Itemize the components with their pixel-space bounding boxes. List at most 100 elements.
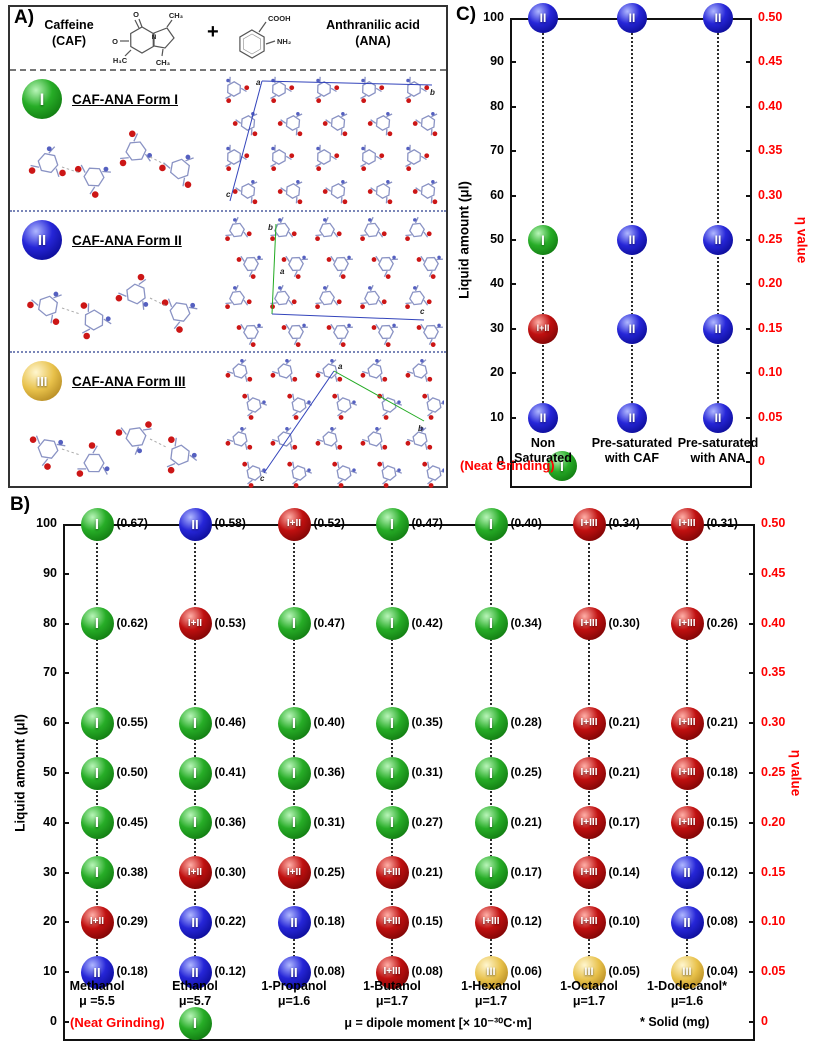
- y-axis-tick-right: 0.20: [758, 276, 783, 291]
- tick-mark-left: [510, 327, 516, 330]
- form-i-section: I CAF-ANA Form I a b c: [10, 71, 446, 212]
- eta-value-label: (0.30): [608, 615, 640, 630]
- eta-value-label: (0.62): [116, 615, 148, 630]
- eta-value-label: (0.21): [411, 864, 443, 879]
- eta-value-label: (0.25): [313, 864, 345, 879]
- form-i-packing-image: a b c: [225, 76, 438, 205]
- category-label: 1-Dodecanol* μ=1.6: [647, 979, 727, 1008]
- tick-mark-left: [63, 722, 69, 725]
- eta-value-label: (0.47): [411, 516, 443, 530]
- caffeine-abbr-text: (CAF): [51, 33, 86, 48]
- data-point-sphere-I: I: [528, 225, 558, 255]
- data-point-sphere-I: I: [80, 607, 114, 641]
- data-point-sphere-I: I: [80, 856, 114, 890]
- tick-mark-right: [749, 921, 755, 924]
- data-point-sphere-I: I: [277, 607, 311, 641]
- data-point-sphere-I: I: [375, 756, 409, 790]
- category-label: Pre-saturated with CAF: [591, 436, 673, 465]
- form-iii-title: CAF-ANA Form III: [72, 373, 186, 389]
- data-point-sphere-II: II: [528, 402, 558, 433]
- category-label: Methanol μ =5.5: [69, 979, 125, 1008]
- eta-value-label: (0.17): [608, 814, 640, 829]
- tick-mark-right: [746, 372, 752, 375]
- category-label: Non Saturated: [514, 436, 572, 465]
- column-connector: [194, 524, 196, 973]
- svg-text:N: N: [152, 34, 157, 41]
- y-axis-tick-left: 10: [490, 409, 504, 424]
- eta-value-label: (0.08): [313, 964, 345, 979]
- data-point-sphere-I: I: [375, 706, 409, 740]
- eta-value-label: (0.30): [214, 864, 246, 879]
- tick-mark-left: [510, 283, 516, 286]
- data-point-sphere-I+II: I+II: [277, 507, 311, 541]
- y-axis-tick-right: 0.05: [761, 964, 786, 979]
- tick-mark-right: [749, 871, 755, 874]
- anthranilic-structure-image: COOH NH₂: [239, 14, 291, 59]
- column-connector: [391, 524, 393, 973]
- data-point-sphere-I+III: I+III: [474, 905, 508, 939]
- anthranilic-name: Anthranilic acid (ANA): [302, 18, 444, 49]
- tick-mark-left: [510, 461, 516, 463]
- form-ii-molecule-image: [27, 273, 198, 340]
- tick-mark-left: [63, 772, 69, 774]
- tick-mark-left: [63, 821, 69, 824]
- data-point-sphere-I+II: I+II: [528, 313, 558, 344]
- eta-value-label: (0.29): [116, 914, 148, 929]
- y-axis-tick-right: 0.30: [761, 715, 786, 730]
- data-point-sphere-II: II: [703, 313, 733, 344]
- category-label: 1-Hexanol μ=1.7: [461, 979, 521, 1008]
- y-axis-tick-right: 0.10: [761, 914, 786, 929]
- data-point-sphere-II: II: [277, 905, 311, 939]
- caffeine-name-text: Caffeine: [44, 18, 94, 32]
- eta-value-label: (0.21): [608, 765, 640, 779]
- data-point-sphere-I+III: I+III: [670, 806, 704, 840]
- data-point-sphere-I: I: [277, 806, 311, 840]
- data-point-sphere-II: II: [670, 905, 704, 939]
- eta-value-label: (0.06): [510, 964, 542, 979]
- data-point-sphere-I+III: I+III: [572, 706, 606, 740]
- svg-text:a: a: [280, 267, 285, 276]
- data-point-sphere-I: I: [277, 706, 311, 740]
- eta-value-label: (0.31): [313, 814, 345, 829]
- data-point-sphere-I: I: [474, 806, 508, 840]
- y-axis-tick-left: 50: [43, 765, 57, 779]
- data-point-sphere-II: II: [178, 955, 212, 989]
- tick-mark-right: [749, 572, 755, 575]
- svg-text:CH₃: CH₃: [169, 11, 184, 20]
- data-point-sphere-I: I: [80, 507, 114, 541]
- neat-grinding-label: (Neat Grinding): [460, 458, 555, 473]
- data-point-sphere-II: II: [178, 905, 212, 939]
- eta-value-label: (0.38): [116, 864, 148, 879]
- category-label: 1-Butanol μ=1.7: [363, 979, 421, 1008]
- eta-value-label: (0.08): [706, 914, 738, 929]
- eta-value-label: (0.08): [411, 964, 443, 979]
- column-connector: [96, 524, 98, 973]
- svg-text:b: b: [268, 223, 273, 232]
- data-point-sphere-II: II: [617, 3, 647, 33]
- tick-mark-left: [510, 239, 516, 241]
- svg-text:NH₂: NH₂: [277, 37, 291, 46]
- tick-mark-right: [746, 461, 752, 463]
- anthranilic-name-text: Anthranilic acid: [326, 18, 420, 32]
- caffeine-structure-image: O O H₃C CH₃ CH₃ N: [112, 10, 184, 67]
- eta-value-label: (0.34): [608, 516, 640, 530]
- form-iii-molecule-image: [29, 421, 198, 477]
- form-iii-head: III CAF-ANA Form III: [22, 361, 186, 401]
- tick-mark-left: [63, 672, 69, 675]
- eta-value-label: (0.36): [214, 814, 246, 829]
- eta-value-label: (0.67): [116, 516, 148, 530]
- data-point-sphere-I: I: [80, 756, 114, 790]
- tick-mark-left: [63, 971, 69, 974]
- category-label: 1-Octanol μ=1.7: [560, 979, 618, 1008]
- data-point-sphere-I: I: [474, 856, 508, 890]
- y-axis-tick-left: 30: [43, 864, 57, 879]
- svg-text:c: c: [260, 474, 265, 483]
- eta-value-label: (0.58): [214, 516, 246, 530]
- data-point-sphere-I: I: [547, 451, 577, 481]
- data-point-sphere-III: III: [572, 955, 606, 989]
- y-axis-tick-left: 70: [43, 665, 57, 680]
- svg-text:c: c: [226, 190, 231, 199]
- form-iii-packing-image: a b c: [225, 359, 444, 488]
- data-point-sphere-I+III: I+III: [572, 806, 606, 840]
- y-axis-tick-right: 0.25: [761, 765, 786, 779]
